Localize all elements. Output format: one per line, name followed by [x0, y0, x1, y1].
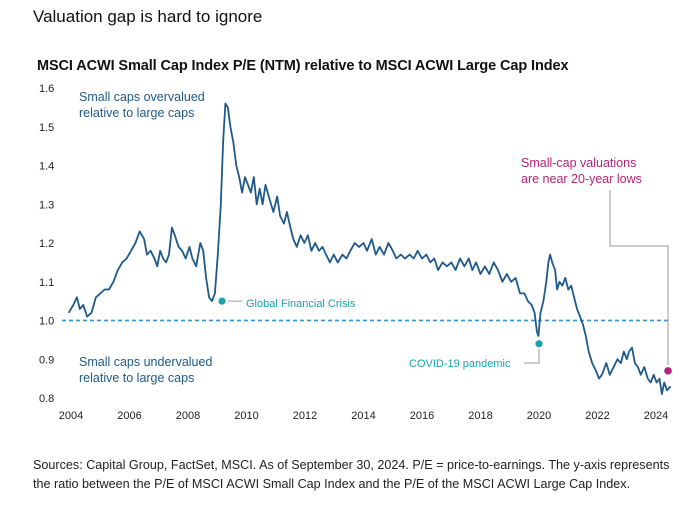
- x-tick-label: 2024: [644, 410, 668, 422]
- x-tick-label: 2012: [293, 410, 317, 422]
- y-tick-label: 1.6: [39, 83, 54, 95]
- x-tick-label: 2008: [176, 410, 200, 422]
- y-tick-label: 0.8: [39, 393, 54, 405]
- x-tick-label: 2004: [59, 410, 83, 422]
- lows-label-line2: are near 20-year lows: [521, 172, 642, 186]
- lows-label-line1: Small-cap valuations: [521, 156, 636, 170]
- y-tick-label: 1.2: [39, 238, 54, 250]
- covid-label: COVID-19 pandemic: [409, 358, 511, 370]
- gfc-label: Global Financial Crisis: [246, 298, 356, 310]
- x-tick-label: 2016: [410, 410, 434, 422]
- undervalued-label-line2: relative to large caps: [79, 371, 194, 385]
- x-tick-label: 2006: [117, 410, 141, 422]
- y-tick-label: 1.4: [39, 161, 54, 173]
- relative-pe-series-line: [67, 102, 672, 395]
- y-axis-ticks: 0.8 0.9 1.0 1.1 1.2 1.3 1.4 1.5 1.6: [39, 83, 54, 405]
- overvalued-label-line1: Small caps overvalued: [79, 90, 205, 104]
- x-axis-ticks: 2004 2006 2008 2010 2012 2014 2016 2018 2020 2022…: [59, 410, 668, 422]
- x-tick-label: 2010: [234, 410, 258, 422]
- gfc-marker: [218, 297, 226, 305]
- page-heading: Valuation gap is hard to ignore: [33, 7, 263, 26]
- x-tick-label: 2022: [585, 410, 609, 422]
- y-tick-label: 1.3: [39, 199, 54, 211]
- lows-marker: [664, 367, 672, 375]
- x-tick-label: 2020: [527, 410, 551, 422]
- undervalued-label-line1: Small caps undervalued: [79, 355, 212, 369]
- source-footnote: Sources: Capital Group, FactSet, MSCI. A…: [33, 458, 670, 491]
- y-tick-label: 1.5: [39, 122, 54, 134]
- covid-connector-line: [524, 348, 540, 364]
- overvalued-label-line2: relative to large caps: [79, 106, 194, 120]
- x-tick-label: 2014: [351, 410, 375, 422]
- annotation-leader-line: [609, 190, 669, 365]
- y-tick-label: 1.0: [39, 316, 54, 328]
- chart-title: MSCI ACWI Small Cap Index P/E (NTM) rela…: [37, 58, 569, 74]
- x-tick-label: 2018: [468, 410, 492, 422]
- covid-marker: [535, 340, 543, 348]
- y-tick-label: 1.1: [39, 277, 54, 289]
- y-tick-label: 0.9: [39, 354, 54, 366]
